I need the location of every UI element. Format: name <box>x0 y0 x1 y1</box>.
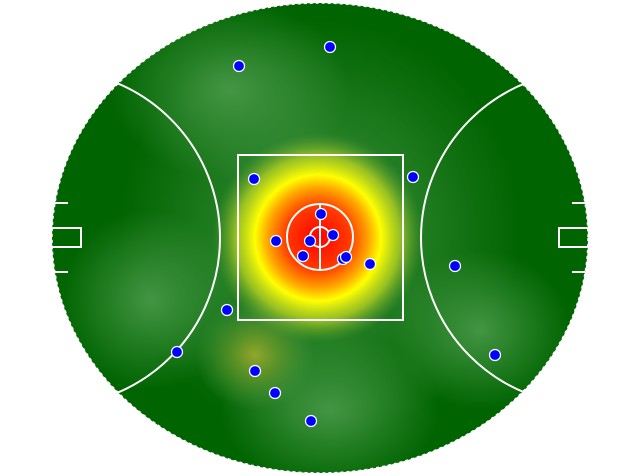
player-marker <box>303 234 317 248</box>
player-marker <box>406 170 420 184</box>
player-marker <box>247 172 261 186</box>
player-marker <box>323 40 337 54</box>
player-marker <box>363 257 377 271</box>
player-marker <box>339 250 353 264</box>
left-goal-square <box>52 227 82 248</box>
player-marker <box>448 259 462 273</box>
player-marker <box>304 414 318 428</box>
boundary-line <box>51 2 589 474</box>
player-marker <box>248 364 262 378</box>
player-marker <box>170 345 184 359</box>
player-marker <box>326 228 340 242</box>
player-markers <box>170 40 502 428</box>
player-marker <box>488 348 502 362</box>
right-goal-square <box>558 227 588 248</box>
player-marker <box>314 207 328 221</box>
player-marker <box>268 386 282 400</box>
player-marker <box>296 249 310 263</box>
right-50m-arc <box>420 70 588 406</box>
player-marker <box>232 59 246 73</box>
player-marker <box>269 234 283 248</box>
left-50m-arc <box>52 69 221 407</box>
centre-square <box>237 154 404 321</box>
player-marker <box>220 303 234 317</box>
